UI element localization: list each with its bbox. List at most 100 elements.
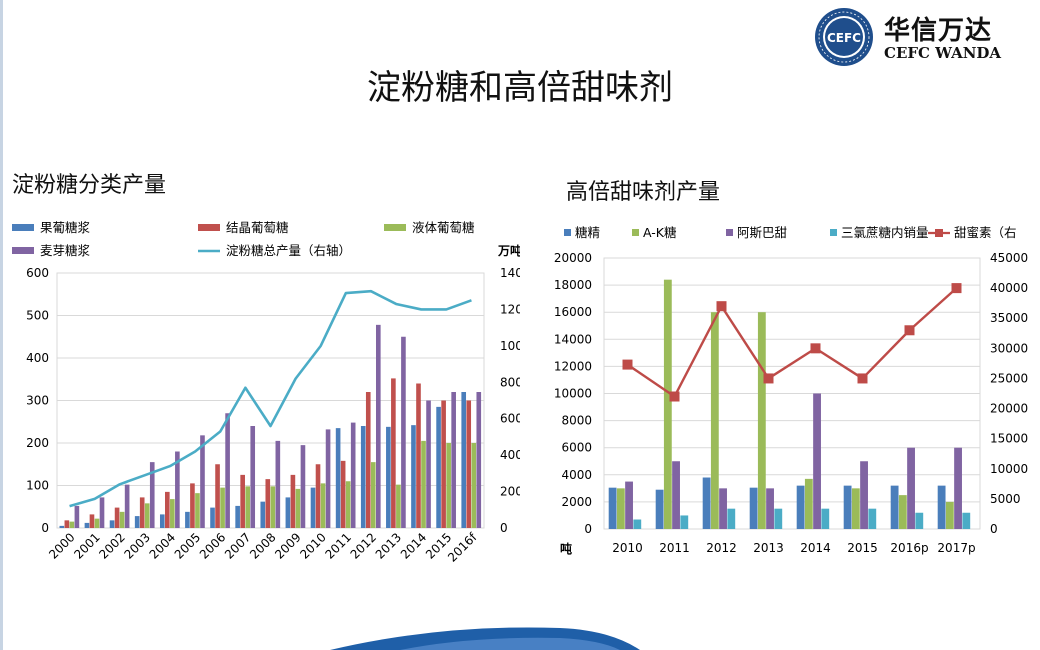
y-tick-label: 20000 — [554, 251, 592, 265]
bar — [461, 392, 467, 528]
y-tick-label: 16000 — [554, 305, 592, 319]
left-axis-unit: 吨 — [560, 541, 572, 556]
bar — [185, 511, 190, 528]
y-tick-label: 500 — [26, 309, 49, 323]
bar — [200, 435, 205, 528]
left-chart-title: 淀粉糖分类产量 — [12, 173, 167, 198]
y-tick-label: 12000 — [554, 359, 592, 373]
legend-marker — [935, 229, 943, 237]
y2-tick-label: 10000 — [990, 462, 1028, 476]
bar — [421, 440, 426, 528]
page-title: 淀粉糖和高倍甜味剂 — [367, 68, 673, 108]
bar — [165, 491, 170, 528]
bar — [633, 519, 642, 529]
line-marker — [951, 283, 962, 294]
legend-label: 液体葡萄糖 — [412, 220, 475, 235]
bar — [813, 393, 821, 529]
right-chart-title: 高倍甜味剂产量 — [566, 180, 721, 205]
y2-tick-label: 1200 — [500, 302, 520, 316]
y2-tick-label: 600 — [500, 412, 520, 426]
line-marker — [763, 373, 774, 384]
legend-swatch — [564, 229, 571, 236]
bar — [109, 520, 115, 528]
y2-tick-label: 200 — [500, 485, 520, 499]
line-marker — [857, 373, 868, 384]
bar — [84, 522, 90, 528]
y2-tick-label: 1000 — [500, 339, 520, 353]
legend-swatch — [632, 229, 639, 236]
bar — [119, 511, 125, 528]
bar — [476, 392, 482, 528]
bar — [719, 488, 727, 529]
bar — [391, 378, 396, 528]
x-tick-label: 2013 — [753, 541, 784, 555]
bar — [170, 499, 175, 528]
bar — [915, 512, 924, 529]
legend-label: 三氯蔗糖内销量 — [841, 225, 929, 240]
bar — [220, 487, 225, 528]
bar — [74, 505, 80, 528]
y-tick-label: 0 — [41, 521, 49, 535]
bar — [89, 514, 95, 528]
bar — [245, 486, 251, 528]
bar — [749, 487, 758, 529]
bar — [907, 447, 915, 529]
y2-tick-label: 0 — [990, 522, 998, 536]
bar — [727, 508, 736, 529]
bar — [59, 525, 65, 528]
bar — [655, 489, 664, 529]
logo-badge-text: CEFC — [827, 31, 861, 45]
bar — [851, 488, 860, 529]
bar — [99, 497, 105, 528]
x-tick-label: 2012 — [706, 541, 737, 555]
bar — [680, 515, 689, 529]
bar — [69, 521, 75, 528]
bar — [821, 508, 830, 529]
bar — [250, 426, 256, 528]
y-tick-label: 14000 — [554, 332, 592, 346]
legend-swatch — [12, 247, 34, 254]
bar — [396, 484, 401, 528]
bar — [616, 488, 625, 529]
bar — [360, 426, 366, 528]
y-tick-label: 2000 — [561, 495, 592, 509]
y2-tick-label: 400 — [500, 448, 520, 462]
x-tick-label: 2014 — [800, 541, 831, 555]
bar — [210, 507, 215, 528]
bar — [868, 508, 877, 529]
x-tick-label: 2016p — [890, 541, 928, 555]
bar — [370, 462, 376, 528]
bar — [290, 474, 296, 528]
y-tick-label: 8000 — [561, 414, 592, 428]
bar — [134, 516, 140, 528]
bar — [190, 483, 195, 528]
y2-tick-label: 30000 — [990, 341, 1028, 355]
y2-tick-label: 25000 — [990, 371, 1028, 385]
legend-swatch — [198, 224, 220, 231]
bar — [275, 440, 281, 528]
total-output-line — [69, 289, 472, 508]
cyclamate-line — [626, 287, 958, 398]
y-tick-label: 400 — [26, 351, 49, 365]
sweetener-chart: 0 2000 4000 6000 8000 10000 12000 14000 16000 180… — [554, 225, 1028, 556]
y2-tick-label: 1400 — [500, 266, 520, 280]
bar — [300, 445, 306, 528]
legend-swatch — [830, 229, 837, 236]
bar — [285, 497, 291, 528]
y2-tick-label: 15000 — [990, 432, 1028, 446]
legend-label: 果葡糖浆 — [40, 220, 91, 235]
y-tick-label: 200 — [26, 436, 49, 450]
left-edge-stripe — [0, 0, 3, 650]
x-tick-label: 2011 — [659, 541, 690, 555]
bar — [962, 512, 971, 529]
bar — [94, 518, 100, 528]
bar — [320, 483, 326, 528]
bar — [757, 312, 766, 529]
bar — [860, 461, 868, 529]
bar — [436, 406, 441, 528]
bar — [702, 477, 711, 529]
bar — [411, 425, 416, 528]
bar — [466, 400, 472, 528]
bar — [240, 474, 245, 528]
bar — [175, 451, 180, 528]
